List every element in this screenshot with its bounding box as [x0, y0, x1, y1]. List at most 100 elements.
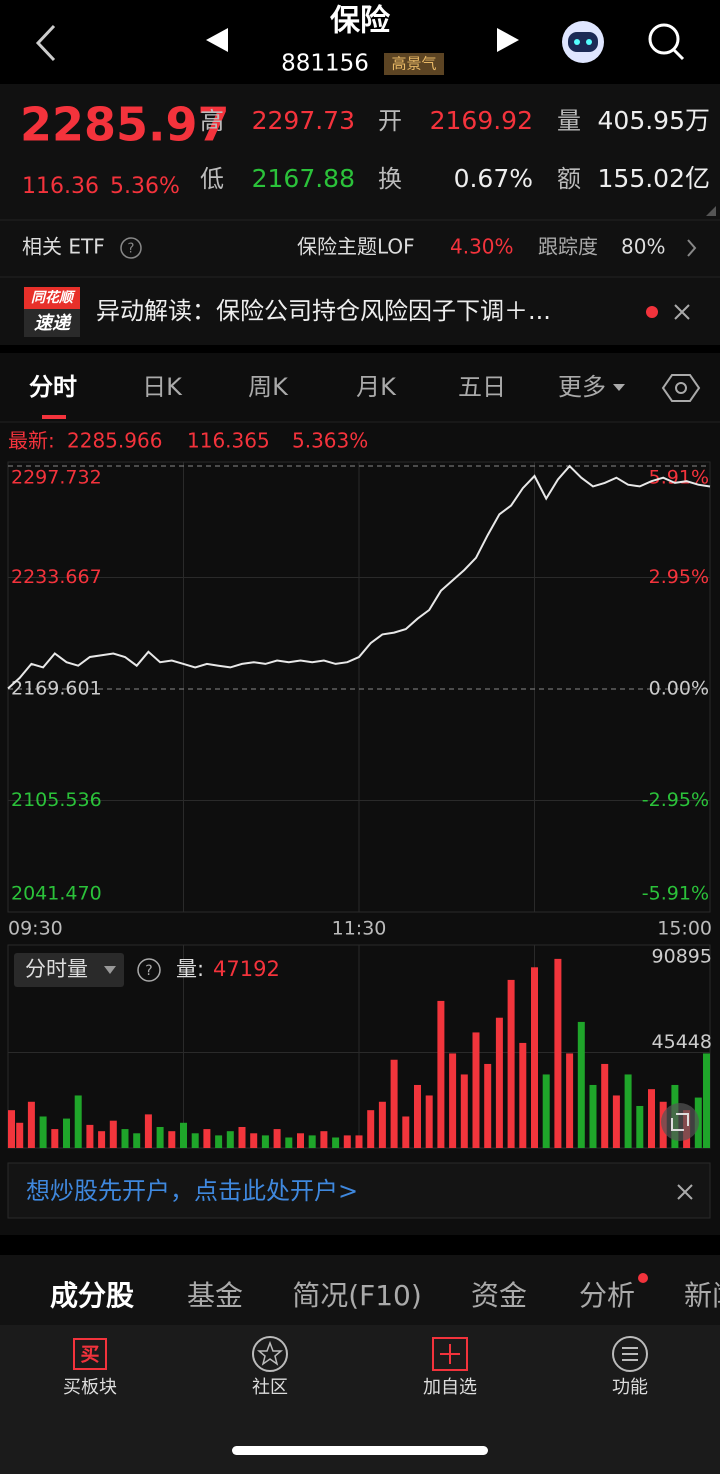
volume-bar: [601, 1063, 609, 1148]
x-tick-label: 09:30: [8, 918, 63, 940]
y2-tick-label: -2.95%: [642, 789, 709, 811]
volume-label: 量:: [176, 957, 204, 981]
bottom-tab[interactable]: 成分股: [50, 1279, 134, 1312]
field-value: 405.95万: [598, 106, 710, 135]
field-value: 2297.73: [252, 106, 355, 135]
community-star: [256, 1340, 284, 1366]
volume-bar: [285, 1137, 293, 1148]
volume-bar: [612, 1095, 620, 1148]
y2-tick-label: -5.91%: [642, 883, 709, 905]
chart-tab[interactable]: 月K: [356, 373, 397, 401]
community-icon[interactable]: [252, 1336, 288, 1372]
etf-name[interactable]: 保险主题LOF: [297, 235, 415, 259]
help-icon[interactable]: [137, 958, 161, 982]
tab-panel: [0, 1255, 720, 1325]
y-tick-label: 2297.732: [11, 467, 102, 489]
change-pct: 5.36%: [110, 174, 180, 199]
volume-bar: [27, 1101, 35, 1148]
change: 116.36: [22, 174, 99, 199]
volume-bar: [121, 1129, 129, 1148]
volume-bar: [495, 1017, 503, 1148]
volume-bar: [203, 1129, 211, 1148]
banner-text[interactable]: 想炒股先开户，点击此处开户>: [26, 1177, 358, 1205]
chart-tab[interactable]: 周K: [248, 373, 289, 401]
volume-bar: [484, 1063, 492, 1148]
chart-tab[interactable]: 分时: [29, 373, 77, 401]
buy-icon[interactable]: [73, 1338, 107, 1370]
assistant-icon[interactable]: [562, 21, 604, 63]
volume-bar: [226, 1131, 234, 1148]
volume-bar: [74, 1095, 82, 1148]
volume-bar: [156, 1126, 164, 1148]
volume-tick-label: 90895: [652, 946, 712, 968]
settings-icon[interactable]: [661, 374, 701, 402]
latest-change: 116.365: [187, 429, 270, 453]
volume-bar: [554, 958, 562, 1148]
menu-icon[interactable]: [612, 1336, 648, 1372]
volume-bar: [425, 1095, 433, 1148]
prev-button[interactable]: [206, 28, 228, 52]
bottom-tab[interactable]: 基金: [187, 1279, 243, 1312]
nav-label[interactable]: 加自选: [423, 1377, 477, 1398]
chart-tab[interactable]: 更多: [558, 373, 606, 401]
volume-bar: [133, 1133, 141, 1148]
volume-selector-bg[interactable]: [14, 953, 124, 987]
field-label: 开: [378, 107, 402, 135]
bottom-tab[interactable]: 分析: [579, 1279, 635, 1312]
volume-selector[interactable]: 分时量: [25, 957, 88, 981]
help-icon[interactable]: [120, 237, 142, 259]
close-banner[interactable]: [677, 1184, 693, 1200]
field-label: 低: [200, 165, 224, 193]
banner-bg[interactable]: [7, 1162, 711, 1219]
chart-tab[interactable]: 五日: [458, 373, 506, 401]
chart-tab[interactable]: 日K: [142, 373, 183, 401]
y-tick-label: 2169.601: [11, 678, 102, 700]
back-button[interactable]: [35, 24, 56, 62]
volume-bar: [343, 1135, 351, 1148]
etf-pct: 4.30%: [450, 235, 514, 259]
add-plus: [440, 1344, 460, 1364]
chevron[interactable]: [687, 239, 697, 257]
nav-label[interactable]: 社区: [252, 1377, 288, 1398]
tab-underline: [42, 415, 66, 419]
x-tick-label: 11:30: [332, 918, 387, 940]
nav-label[interactable]: 功能: [612, 1377, 648, 1398]
volume-bar: [636, 1105, 644, 1148]
field-value: 2169.92: [430, 106, 533, 135]
bottom-tab[interactable]: 简况(F10): [292, 1279, 422, 1312]
price-line: [7, 464, 711, 690]
field-value: 155.02亿: [598, 164, 710, 193]
nav-label[interactable]: 买板块: [63, 1377, 117, 1398]
expand-corner[interactable]: [706, 206, 716, 216]
search-icon[interactable]: [648, 23, 685, 61]
volume-bar: [297, 1133, 304, 1148]
bottom-tab[interactable]: 资金: [471, 1279, 527, 1312]
y2-tick-label: 2.95%: [649, 566, 709, 588]
settings-dot: [675, 382, 687, 394]
volume-bar: [215, 1135, 223, 1148]
volume-bar: [460, 1074, 468, 1148]
news-text[interactable]: 异动解读：保险公司持仓风险因子下调＋...: [96, 297, 551, 325]
news-badge-bottom-bg: [24, 309, 80, 337]
volume-bar: [39, 1116, 47, 1148]
volume-bar: [8, 1110, 15, 1148]
next-button[interactable]: [497, 28, 519, 52]
help-mark: ?: [145, 963, 152, 979]
fullscreen-button[interactable]: [661, 1103, 699, 1141]
volume-bar: [648, 1089, 655, 1148]
volume-bar: [98, 1131, 106, 1148]
x-tick-label: 15:00: [657, 918, 712, 940]
close-news[interactable]: [674, 304, 690, 320]
volume-bar: [308, 1135, 316, 1148]
unread-dot: [646, 306, 658, 318]
track-value: 80%: [621, 235, 665, 259]
bottom-tab[interactable]: 新闻: [684, 1279, 720, 1312]
volume-bar: [109, 1120, 117, 1148]
volume-bar: [577, 1021, 585, 1148]
volume-bar: [531, 967, 538, 1148]
badge: 高景气: [391, 55, 436, 73]
news-badge-bottom: 速递: [34, 313, 72, 334]
badge-bg: [384, 53, 444, 75]
add-icon[interactable]: [432, 1337, 468, 1371]
